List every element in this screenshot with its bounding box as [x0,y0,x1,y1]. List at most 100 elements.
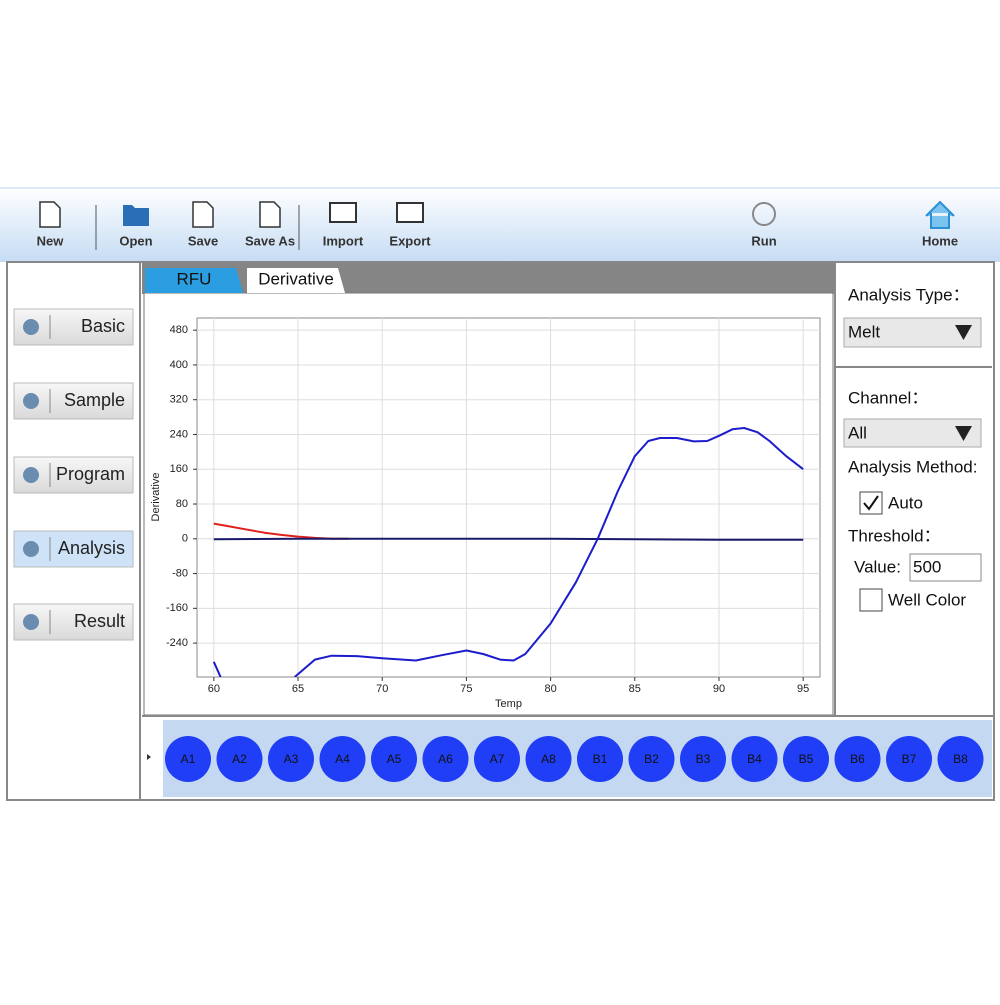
y-tick-label: 160 [170,463,188,475]
y-tick-label: 0 [182,533,188,545]
doc-icon [192,201,214,228]
well[interactable] [937,736,984,782]
data-line [213,537,804,541]
sidebar-icon [23,319,39,335]
label: Threshold： [848,526,941,545]
well-label: B3 [696,752,711,766]
dropdown-arrow [955,325,972,340]
y-tick-label: 240 [170,428,188,440]
well[interactable] [577,736,623,782]
label: Analysis Type： [848,285,970,304]
well[interactable] [525,736,572,782]
sidebar-label: Basic [81,316,125,336]
y-tick-label: 480 [170,324,188,336]
well[interactable] [886,736,932,782]
well-label: A3 [284,752,299,766]
toolbar-button[interactable]: New [37,233,65,248]
x-tick-label: 65 [292,683,304,695]
x-tick-label: 80 [544,683,556,695]
well[interactable] [165,736,211,782]
well[interactable] [319,736,366,782]
run-icon [752,202,776,226]
toolbar-button[interactable]: Save [188,233,218,248]
x-tick-label: 90 [713,683,725,695]
y-tick-label: 320 [170,394,188,406]
y-tick-label: 80 [176,498,188,510]
well-label: A5 [387,752,402,766]
x-tick-label: 85 [629,683,641,695]
toolbar-button[interactable]: Save As [245,233,295,248]
sidebar-icon [23,467,39,483]
tab-bar [142,263,834,294]
well[interactable] [268,736,314,782]
y-tick-label: -240 [166,637,188,649]
sidebar-icon [23,614,39,630]
dropdown-value: Melt [848,322,880,341]
tab[interactable] [145,268,243,293]
x-tick-label: 70 [376,683,388,695]
sidebar-label: Program [56,464,125,484]
label: Channel： [848,388,928,407]
well-label: A8 [541,752,556,766]
well-label: B8 [953,752,968,766]
x-tick-label: 60 [208,683,220,695]
well-label: A4 [335,752,350,766]
sidebar-label: Sample [64,390,125,410]
sidebar-icon [23,541,39,557]
tab-label: RFU [177,269,212,288]
well-label: A6 [438,752,453,766]
well-label: B1 [593,752,608,766]
well[interactable] [216,736,263,782]
y-tick-label: -160 [166,602,188,614]
doc-icon [39,201,61,228]
well[interactable] [680,736,726,782]
sidebar-label: Analysis [58,538,125,558]
toolbar-button[interactable]: Run [751,233,776,248]
well-label: B6 [850,752,865,766]
toolbar-button[interactable]: Export [389,233,431,248]
toolbar-button[interactable]: Home [922,233,958,248]
toolbar-button[interactable]: Import [323,233,364,248]
x-tick-label: 75 [460,683,472,695]
well[interactable] [731,736,778,782]
well[interactable] [422,736,469,782]
well-label: B2 [644,752,659,766]
home-icon [925,200,955,229]
dropdown[interactable] [843,317,982,348]
checkbox[interactable] [859,491,883,515]
text-input[interactable] [909,553,982,582]
row-arrow [147,754,151,760]
checkbox[interactable] [859,588,883,612]
monitor-icon [396,202,424,223]
sidebar-icon [23,393,39,409]
x-tick-label: 95 [797,683,809,695]
check-mark [863,495,879,511]
plot-area [196,317,821,678]
folder-icon [123,205,149,226]
dropdown-value: All [848,423,867,442]
well-label: B7 [902,752,917,766]
toolbar [0,187,1000,262]
checkbox-label: Well Color [888,590,966,609]
toolbar-button[interactable]: Open [119,233,152,248]
well-label: A7 [490,752,505,766]
y-tick-label: -80 [172,567,188,579]
well[interactable] [371,736,417,782]
well[interactable] [783,736,829,782]
tab[interactable] [247,268,345,293]
well[interactable] [834,736,881,782]
dropdown[interactable] [843,418,982,448]
label: Analysis Method: [848,457,977,476]
tab-label: Derivative [258,269,334,288]
doc-icon [259,201,281,228]
data-line [212,427,804,677]
well[interactable] [474,736,520,782]
dropdown-arrow [955,426,972,441]
monitor-icon [329,202,357,223]
well-label: B4 [747,752,762,766]
well[interactable] [628,736,675,782]
y-tick-label: 400 [170,359,188,371]
well-label: A2 [232,752,247,766]
y-axis-label: Derivative [150,473,162,522]
